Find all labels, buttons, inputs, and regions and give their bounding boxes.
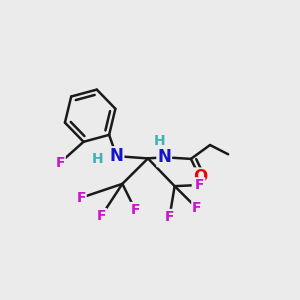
Text: F: F [165, 210, 174, 224]
Text: N: N [110, 147, 124, 165]
Text: F: F [192, 201, 202, 215]
Text: H: H [92, 152, 103, 166]
Text: F: F [97, 209, 106, 223]
Text: F: F [76, 191, 86, 205]
Text: F: F [130, 203, 140, 217]
Text: H: H [154, 134, 165, 148]
Text: N: N [157, 148, 171, 166]
Text: F: F [195, 178, 205, 192]
Text: O: O [193, 168, 207, 186]
Text: F: F [56, 156, 65, 170]
